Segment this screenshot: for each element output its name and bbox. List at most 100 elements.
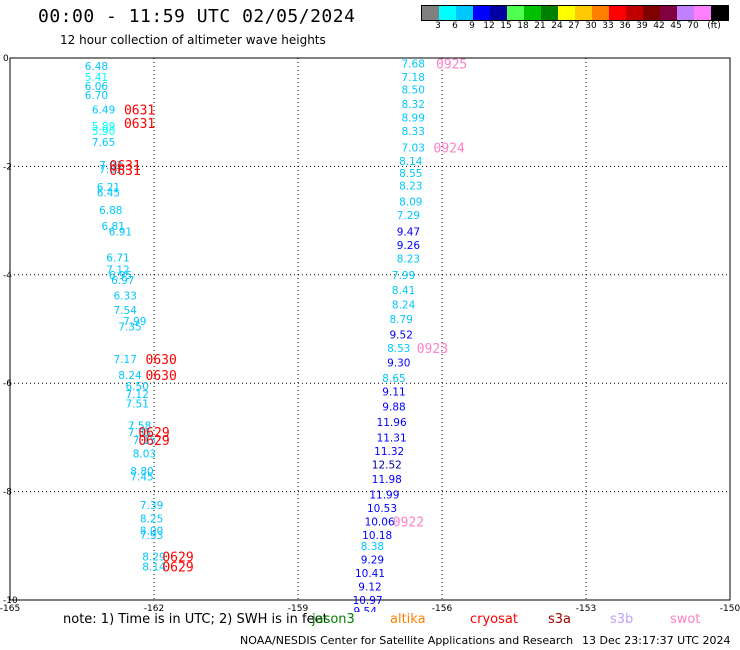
plot-frame bbox=[9, 57, 731, 601]
color-swatch bbox=[626, 6, 643, 20]
wave-height-value: 6.33 bbox=[114, 290, 137, 302]
wave-height-value: 9.12 bbox=[358, 581, 381, 593]
y-tick-label: -2 bbox=[3, 162, 12, 172]
wave-height-value: 7.39 bbox=[140, 500, 163, 512]
y-tick-label: 0 bbox=[3, 54, 9, 64]
wave-height-value: 8.00 bbox=[140, 526, 163, 538]
y-tick-label: -6 bbox=[3, 379, 12, 389]
wave-height-value: 8.55 bbox=[399, 168, 422, 180]
wave-height-value: 6.71 bbox=[106, 252, 129, 264]
wave-height-value: 6.91 bbox=[109, 226, 132, 238]
wave-height-value: 8.41 bbox=[392, 285, 415, 297]
wave-height-value: 8.99 bbox=[402, 113, 425, 125]
pass-label: 0631 bbox=[110, 159, 141, 174]
pass-label: 0630 bbox=[146, 369, 177, 384]
wave-height-value: 7.35 bbox=[128, 427, 151, 439]
color-swatch bbox=[694, 6, 711, 20]
pass-label: 0922 bbox=[393, 515, 424, 530]
satellite-legend-item: s3a bbox=[548, 612, 572, 627]
color-scale-tick: 15 bbox=[500, 21, 512, 31]
color-scale-bar bbox=[421, 5, 729, 21]
pass-label: 0629 bbox=[162, 560, 193, 575]
wave-height-value: 8.50 bbox=[402, 84, 425, 96]
color-swatch bbox=[592, 6, 609, 20]
color-scale-tick: 42 bbox=[653, 21, 665, 31]
wave-height-value: 7.03 bbox=[402, 142, 425, 154]
wave-height-value: 9.54 bbox=[354, 606, 378, 612]
wave-height-value: 7.18 bbox=[402, 72, 425, 84]
color-scale-tick: 36 bbox=[619, 21, 631, 31]
color-scale-tick: 70 bbox=[687, 21, 699, 31]
satellite-legend-item: jason3 bbox=[312, 612, 355, 627]
color-scale-tick: 45 bbox=[670, 21, 682, 31]
wave-height-value: 8.25 bbox=[140, 514, 163, 526]
color-scale-tick: 9 bbox=[469, 21, 475, 31]
wave-height-value: 6.45 bbox=[97, 187, 120, 199]
wave-height-value: 6.21 bbox=[97, 182, 120, 194]
wave-height-value: 11.98 bbox=[372, 474, 402, 486]
satellite-legend-item: s3b bbox=[610, 612, 634, 627]
wave-height-value: 8.24 bbox=[392, 300, 416, 312]
wave-height-value: 8.24 bbox=[118, 370, 142, 382]
y-tick-label: -8 bbox=[3, 488, 12, 498]
wave-height-value: 6.88 bbox=[99, 205, 122, 217]
wave-height-value: 7.01 bbox=[99, 164, 122, 176]
color-swatch bbox=[541, 6, 558, 20]
source-credit: NOAA/NESDIS Center for Satellite Applica… bbox=[240, 634, 574, 647]
satellite-legend-item: cryosat bbox=[470, 612, 518, 627]
color-swatch bbox=[711, 6, 728, 20]
pass-label: 0923 bbox=[417, 342, 448, 357]
wave-height-value: 7.15 bbox=[133, 435, 156, 447]
pass-label: 0630 bbox=[146, 353, 177, 368]
pass-label: 0925 bbox=[436, 57, 467, 72]
satellite-legend: jason3 altika cryosat s3a s3b swot bbox=[0, 612, 740, 630]
wave-height-value: 8.03 bbox=[133, 449, 156, 461]
wave-height-value: 5.90 bbox=[92, 126, 115, 138]
wave-height-value: 9.26 bbox=[397, 240, 421, 252]
wave-height-value: 7.45 bbox=[130, 471, 153, 483]
wave-height-value: 7.99 bbox=[392, 270, 415, 282]
color-scale-tick: 33 bbox=[602, 21, 614, 31]
wave-height-value: 6.95 bbox=[109, 270, 132, 282]
wave-height-value: 8.23 bbox=[397, 254, 420, 266]
y-tick-label: -10 bbox=[3, 596, 18, 606]
pass-label: 0629 bbox=[138, 434, 169, 449]
wave-height-value: 6.81 bbox=[102, 221, 125, 233]
color-scale-tick: 21 bbox=[534, 21, 546, 31]
color-swatch bbox=[456, 6, 473, 20]
color-scale-tick: 3 bbox=[435, 21, 441, 31]
color-swatch bbox=[524, 6, 541, 20]
pass-label: 0631 bbox=[124, 103, 155, 118]
wave-height-value: 6.97 bbox=[111, 275, 134, 287]
wave-height-value: 7.93 bbox=[140, 530, 163, 542]
x-tick-label: -156 bbox=[432, 604, 453, 612]
wave-height-value: 6.49 bbox=[92, 104, 115, 116]
color-swatch bbox=[643, 6, 660, 20]
wave-height-value: 9.30 bbox=[387, 358, 410, 370]
wave-height-value: 6.70 bbox=[85, 90, 108, 102]
wave-height-value: 8.14 bbox=[142, 561, 166, 573]
pass-label: 0629 bbox=[138, 426, 169, 441]
pass-label: 0631 bbox=[110, 164, 141, 179]
color-swatch bbox=[490, 6, 507, 20]
wave-height-value: 11.32 bbox=[374, 446, 404, 458]
chart-title: 00:00 - 11:59 UTC 02/05/2024 bbox=[38, 6, 356, 27]
wave-height-value: 10.53 bbox=[367, 503, 397, 515]
wave-height-value: 7.17 bbox=[114, 354, 137, 366]
wave-height-value: 9.11 bbox=[382, 386, 405, 398]
color-scale-tick: 24 bbox=[551, 21, 563, 31]
wave-height-value: 11.96 bbox=[377, 417, 407, 429]
pass-label: 0631 bbox=[124, 117, 155, 132]
color-scale-tick: 27 bbox=[568, 21, 580, 31]
wave-height-value: 12.52 bbox=[372, 460, 402, 472]
color-swatch bbox=[575, 6, 592, 20]
color-swatch bbox=[422, 6, 439, 20]
wave-height-value: 8.53 bbox=[387, 343, 410, 355]
satellite-legend-item: swot bbox=[670, 612, 701, 627]
wave-height-chart: -165 -162 -159 -156 -153 -150 0 -2 -4 -6 -8 -10 6.48… bbox=[0, 54, 740, 612]
wave-height-value: 8.38 bbox=[361, 541, 384, 553]
wave-height-value: 8.09 bbox=[399, 197, 422, 209]
color-scale-tick: 6 bbox=[452, 21, 458, 31]
wave-height-value: 9.47 bbox=[397, 226, 420, 238]
color-scale-tick: (ft) bbox=[707, 21, 721, 31]
